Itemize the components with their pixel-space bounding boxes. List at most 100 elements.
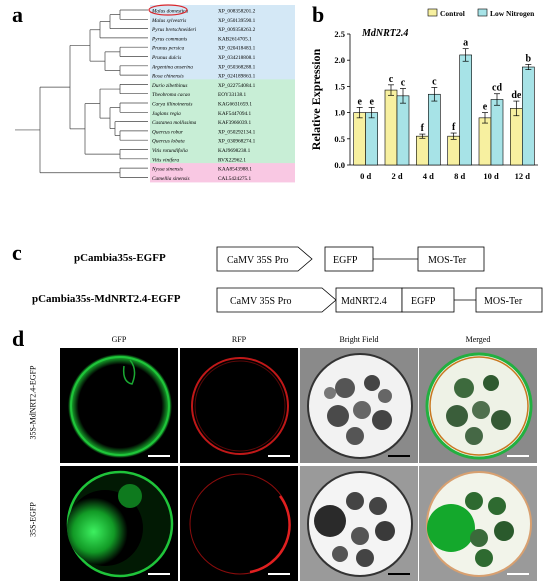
y-tick-label: 2.0 [334,55,345,65]
micrograph-merged-2 [419,466,537,581]
x-tick-label: 4 d [423,171,434,181]
species-name: Camellia sinensis [152,176,190,182]
species-name: Pyrus bretschneideri [151,27,197,33]
legend-swatch [427,8,438,17]
bar [522,66,535,166]
clade-blue-background [150,5,295,81]
construct-2-egfp-box [401,287,455,313]
significance-letter: c [432,76,437,87]
micrograph-bright-2 [300,466,418,581]
species-accession: RVX22962.1 [218,157,246,163]
construct-2-gene-box [335,287,403,313]
promoter-arrow-2 [216,287,337,313]
species-accession: XP_008358201.2 [218,9,256,15]
highlight-ellipse [148,4,188,16]
x-tick-label: 8 d [454,171,465,181]
panel-b-letter: b [312,2,325,27]
significance-letter: a [463,38,468,49]
species-name: Prunus persica [151,46,185,52]
species-accession: KAF5447094.1 [218,111,251,117]
significance-letter: e [357,96,362,107]
micrograph-bright-1 [300,348,418,463]
significance-letter: b [526,53,532,64]
species-name: Durio zibethinus [151,83,187,89]
construct-2-egfp: EGFP [411,296,436,307]
promoter-arrow-1 [216,246,313,272]
micrograph-gfp-1 [60,348,178,463]
y-tick-label: 2.5 [334,29,345,39]
species-accession: XP_050292134.1 [218,129,256,135]
significance-letter: c [401,77,406,88]
phylogenetic-tree: Malus domestica XP_008358201.2 Malus sylve… [15,4,295,183]
panel-a-letter: a [12,2,23,27]
x-tick-label: 0 d [360,171,371,181]
species-name: Castanea mollissima [152,120,197,126]
significance-letter: cd [492,83,502,94]
species-accession: XP_009358263.2 [218,27,256,33]
species-name: Prunus dulcis [151,55,181,61]
species-accession: EOY33138.1 [218,92,246,98]
panel-c-letter: c [12,240,22,265]
legend-label: Control [440,9,465,18]
y-axis-label: Relative Expression [309,48,323,150]
construct-2-ter-box [475,287,543,313]
micrograph-rfp-2 [180,466,298,581]
bar [428,93,441,166]
species-name: Quercus robur [152,129,184,135]
species-name: Juglans regia [152,111,181,117]
species-name: Vitis rotundifolia [152,147,188,154]
clade-pink-background [150,163,295,183]
x-tick-label: 10 d [483,171,499,181]
construct-2-promoter: CaMV 35S Pro [230,296,292,307]
column-label-rfp: RFP [231,335,247,344]
bar [510,108,523,166]
x-tick-label: 2 d [391,171,402,181]
species-accession: XP_050139590.1 [218,18,256,24]
bar [384,89,398,166]
significance-letter: f [452,122,456,133]
column-label-bright-field: Bright Field [339,335,379,344]
construct-1-egfp-box [324,246,374,272]
significance-letter: f [421,123,425,134]
species-accession: XP_050368288.1 [218,64,256,70]
bar [416,135,429,166]
significance-letter: de [511,90,522,101]
column-label-merged: Merged [465,335,491,344]
bar [447,135,460,166]
species-accession: XP_020418483.1 [218,46,256,52]
species-accession: XP_022754084.1 [218,83,256,89]
species-accession: XP_030968274.1 [218,139,256,145]
species-accession: KAG6631659.1 [218,102,252,108]
species-name: Theobroma cacao [152,92,191,98]
species-accession: KAB2614705.1 [218,36,252,42]
species-name: Pyrus communis [151,36,187,42]
construct-2-gene: MdNRT2.4 [341,296,387,307]
significance-letter: c [389,74,394,85]
significance-letter: e [483,102,488,113]
chart-title: MdNRT2.4 [361,28,408,39]
legend-swatch [477,8,488,17]
bar [353,112,366,166]
bar [459,54,472,166]
construct-2-ter: MOS-Ter [484,296,523,307]
species-name: Argentina anserina [151,64,193,70]
construct-1-egfp: EGFP [333,255,358,266]
species-accession: XP_034218808.1 [218,55,256,61]
micrograph-merged-1 [419,348,537,463]
construct-1-ter-box [417,246,485,272]
x-tick-label: 12 d [515,171,531,181]
species-name: Nyssa sinensis [151,167,183,173]
bar [396,95,410,166]
micrograph-gfp-2 [60,466,178,581]
row-label-egfp: 35S-EGFP [28,502,38,537]
construct-diagram: pCambia35s-EGFP CaMV 35S Pro EGFP MOS-Te… [32,246,543,313]
row-label-mdnrt24: 35S-MdNRT2.4-EGFP [28,365,38,440]
expression-bar-chart: MdNRT2.4 Control Low Nitrogen 0.0 0.5 1.0 1.5 2… [309,8,538,181]
clade-green-background [150,79,295,164]
species-name: Vitis vinifera [152,156,179,163]
y-tick-label: 1.0 [334,108,345,118]
species-accession: KAF3966039.1 [218,120,251,126]
species-name: Carya illinoinensis [152,102,192,108]
species-accession: KAJ9698238.1 [218,148,251,154]
construct-1-ter: MOS-Ter [428,255,467,266]
